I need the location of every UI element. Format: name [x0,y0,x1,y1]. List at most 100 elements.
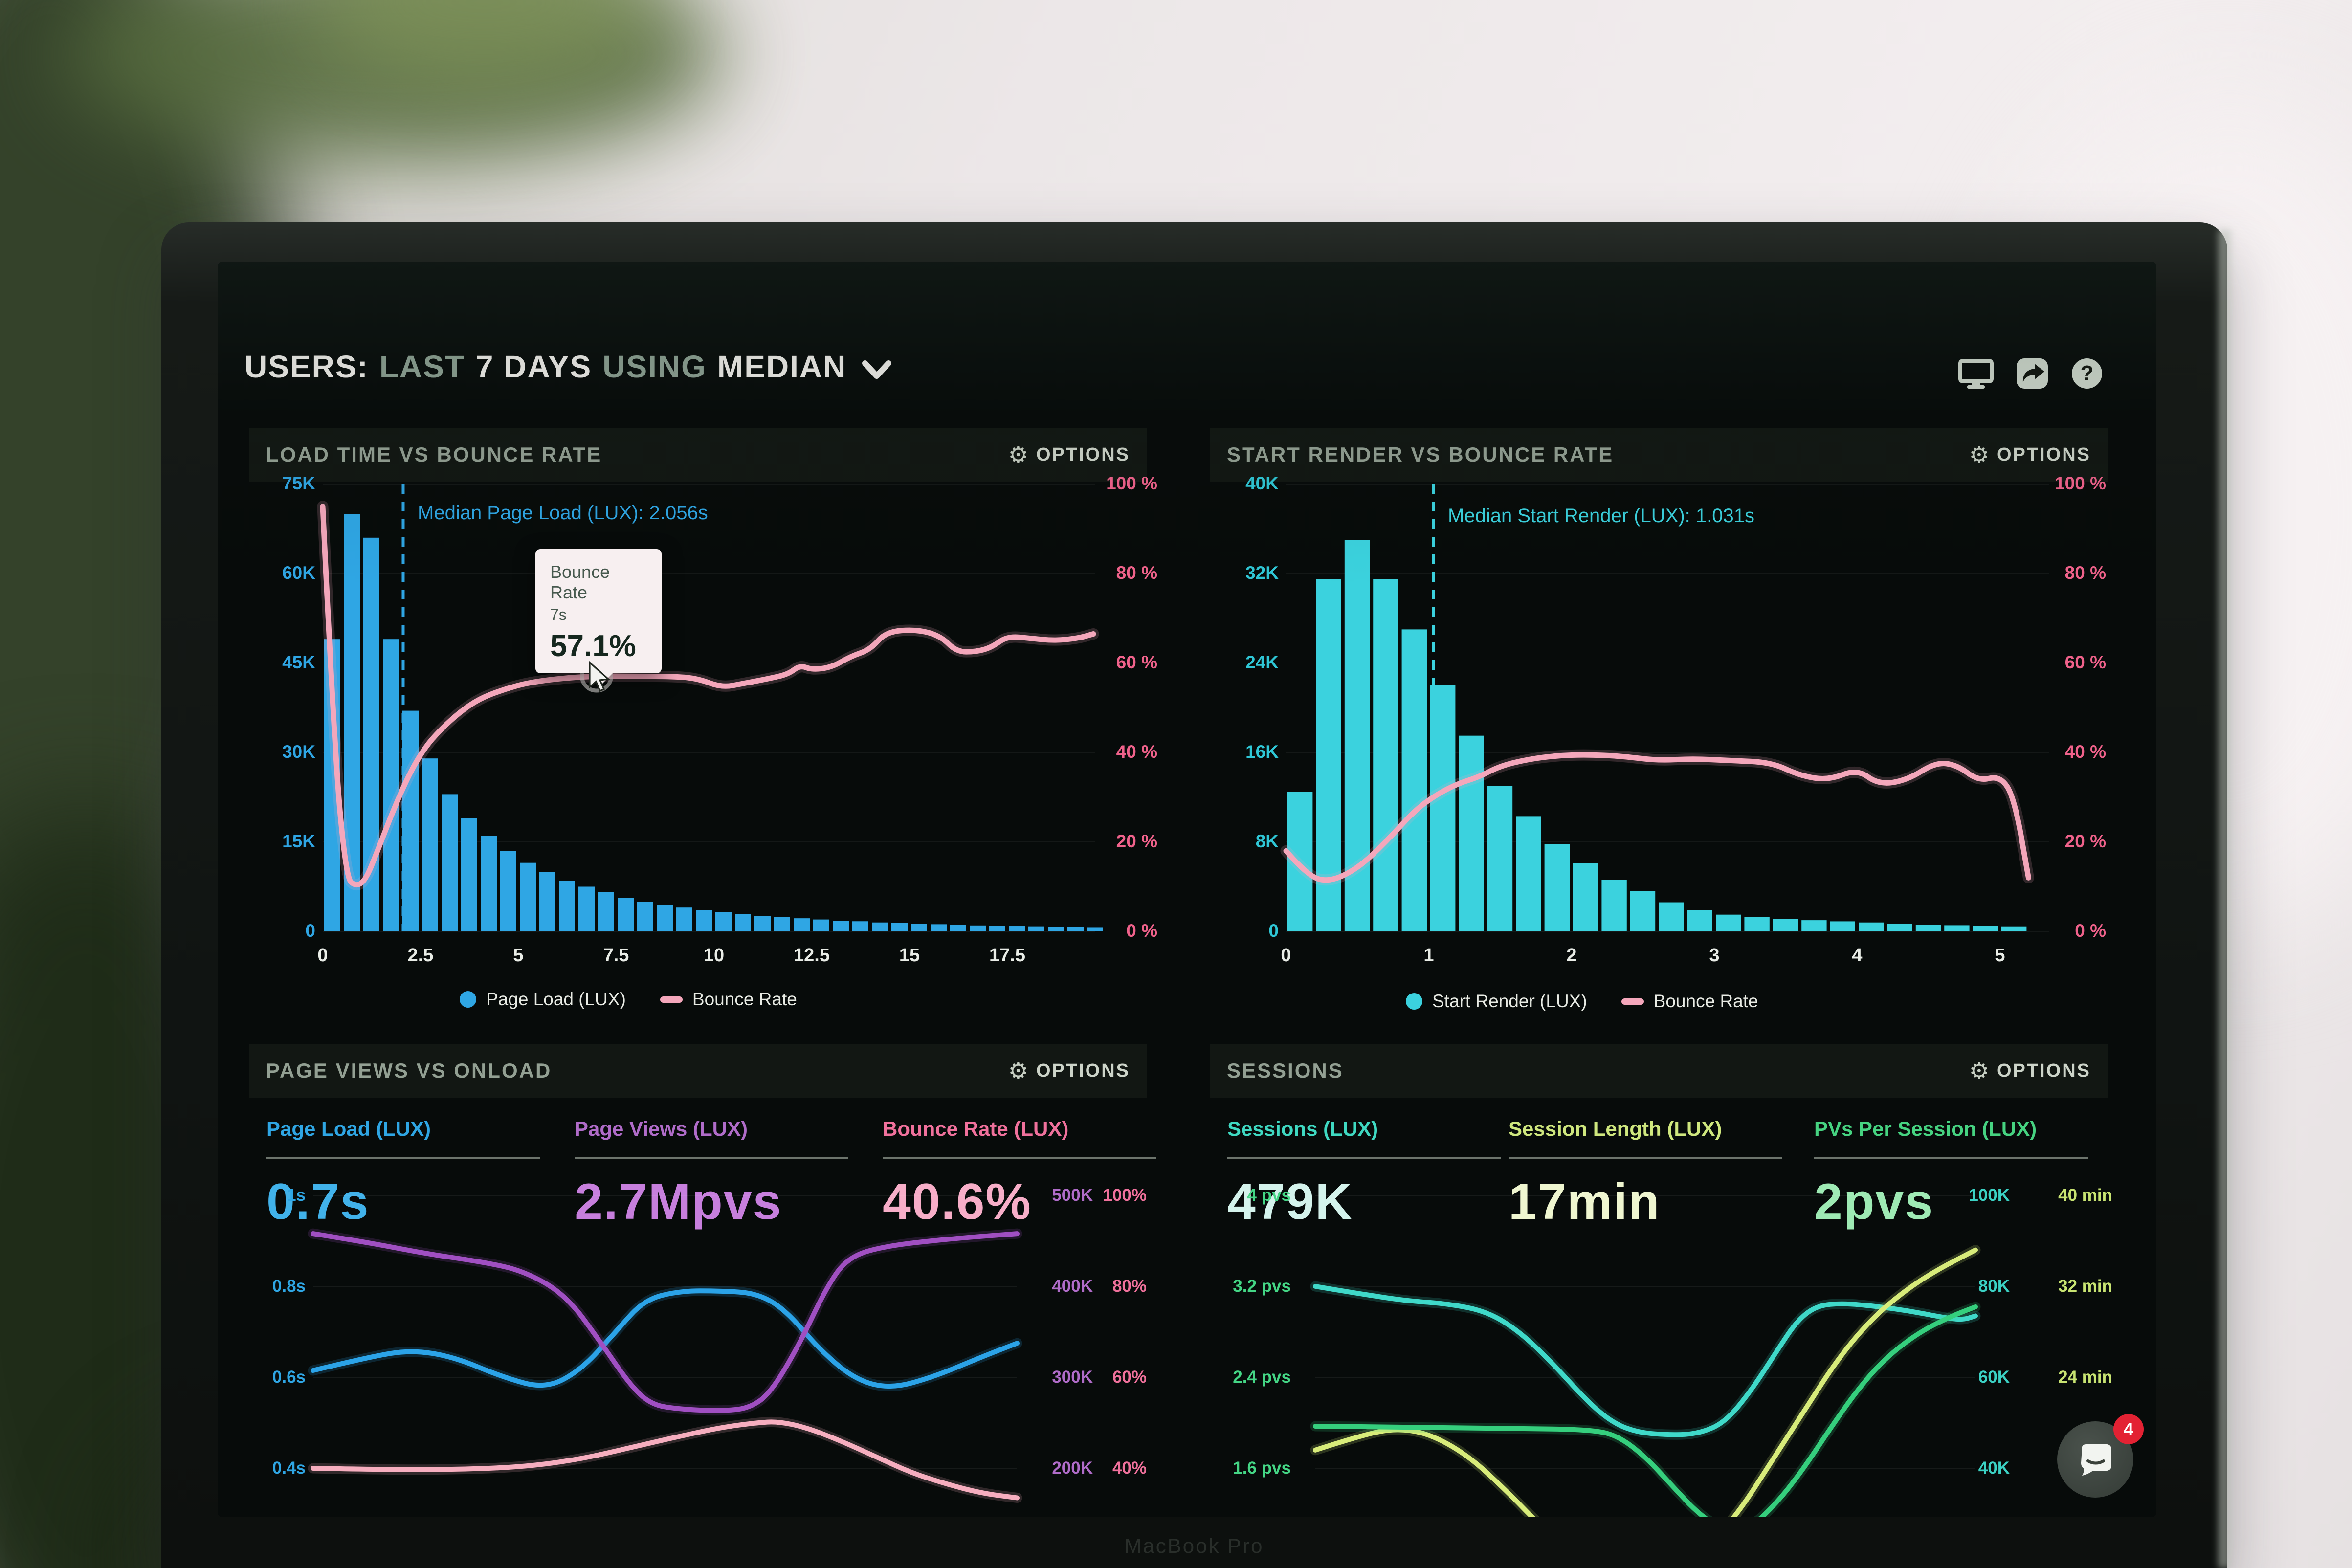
title-segment: USING [602,349,707,384]
line-chart [308,1195,1022,1503]
panel-title: START RENDER VS BOUNCE RATE [1227,443,1614,466]
y-axis-tick-label: 200K [1052,1458,1093,1478]
gear-icon: ⚙ [1969,1058,1989,1083]
histogram-bar [559,881,575,931]
y-axis-tick-label: 3.2 pvs [1233,1277,1291,1296]
histogram-bar [1716,914,1741,931]
legend-label: Page Load (LUX) [486,989,626,1009]
title-segment: USERS: [244,349,369,384]
panel-title: SESSIONS [1227,1059,1344,1082]
histogram-bar [813,919,829,931]
line-chart [1310,1195,1981,1517]
y-axis-tick-label: 24K [1245,652,1279,672]
histogram-bar [696,910,712,931]
histogram-bar [539,872,555,931]
options-button[interactable]: ⚙ OPTIONS [1008,1058,1130,1083]
histogram-chart [317,484,1103,932]
chart-tooltip: Bounce Rate 7s 57.1% [535,549,662,685]
histogram-bar [833,921,849,931]
histogram-bar [1630,891,1656,931]
histogram-bar [1859,922,1884,931]
y-axis-tick-label: 1.6 pvs [1233,1458,1291,1478]
legend-swatch [460,991,476,1008]
histogram-bar [422,758,438,931]
legend-item[interactable]: Bounce Rate [660,989,797,1010]
y-axis-tick-label: 0.4s [272,1458,306,1478]
histogram-bar [1516,816,1541,931]
title-segment: LAST [379,349,465,384]
options-button[interactable]: ⚙ OPTIONS [1008,442,1130,467]
legend-item[interactable]: Start Render (LUX) [1406,991,1587,1012]
histogram-bar [1573,863,1598,931]
histogram-bar [2001,926,2027,931]
y-axis-tick-label: 40 % [1116,742,1157,762]
x-axis-tick-label: 0 [317,945,328,966]
title-segment: 7 DAYS [475,349,592,384]
y-axis-tick-label: 0 [305,921,315,941]
histogram-bar [1316,579,1341,931]
legend-item[interactable]: Page Load (LUX) [460,989,626,1010]
histogram-bar [461,818,477,931]
legend-label: Bounce Rate [1653,991,1758,1011]
panel-title: PAGE VIEWS VS ONLOAD [266,1059,552,1082]
y-axis-tick-label: 45K [282,652,315,672]
y-axis-tick-label: 60% [1112,1368,1147,1387]
options-button[interactable]: ⚙ OPTIONS [1969,1058,2091,1083]
histogram-bar [520,862,536,931]
histogram-bar [442,794,458,931]
y-axis-tick-label: 400K [1052,1277,1093,1296]
y-axis-tick-label: 60 % [1116,652,1157,672]
svg-text:?: ? [2081,361,2094,385]
y-axis-tick-label: 300K [1052,1368,1093,1387]
y-axis-tick-label: 0 % [1126,921,1157,941]
y-axis-tick-label: 100 % [2055,473,2106,493]
histogram-bar [1801,920,1827,931]
y-axis-tick-label: 30K [282,742,315,762]
histogram-bar [774,917,790,931]
panel-header: SESSIONS ⚙ OPTIONS [1210,1044,2108,1098]
histogram-bar [754,916,771,931]
gear-icon: ⚙ [1008,442,1028,467]
histogram-bar [1401,629,1427,931]
y-axis-tick-label: 0 % [2075,921,2106,941]
display-icon[interactable] [1958,358,1994,392]
x-axis-tick-label: 5 [1995,945,2005,966]
date-range-dropdown[interactable]: USERS: LAST 7 DAYS USING MEDIAN [244,349,892,385]
histogram-bar [1048,927,1064,931]
options-button[interactable]: ⚙ OPTIONS [1969,442,2091,467]
histogram-bar [1773,919,1798,931]
histogram-bar [500,851,516,931]
histogram-bar [598,892,614,931]
y-axis-tick-label: 60K [1978,1368,2010,1387]
histogram-bar [911,924,927,931]
y-axis-tick-label: 80K [1978,1277,2010,1296]
histogram-bar [1973,926,1998,931]
notification-badge: 4 [2113,1414,2144,1444]
y-axis-tick-label: 32 min [2058,1277,2112,1296]
y-axis-tick-label: 100K [1969,1186,2010,1205]
dashboard-screen: USERS: LAST 7 DAYS USING MEDIAN [218,262,2156,1517]
x-axis-tick-label: 7.5 [603,945,629,966]
metric-underline [1227,1157,1501,1159]
legend-item[interactable]: Bounce Rate [1621,991,1758,1012]
share-icon[interactable] [2016,358,2048,392]
chart-legend: Page Load (LUX) Bounce Rate [460,989,797,1010]
chart-legend: Start Render (LUX) Bounce Rate [1406,991,1758,1012]
histogram-bar [931,924,947,931]
y-axis-tick-label: 1s [287,1186,306,1205]
y-axis-tick-label: 8K [1255,831,1279,851]
histogram-bar [1915,925,1941,931]
mouse-cursor-icon [589,661,610,692]
help-icon[interactable]: ? [2071,357,2103,392]
legend-swatch [1621,998,1644,1005]
histogram-bar [1601,880,1627,931]
histogram-bar [735,914,751,931]
y-axis-tick-label: 16K [1245,742,1279,762]
histogram-bar [1944,925,1970,931]
histogram-bar [872,922,888,931]
y-axis-tick-label: 32K [1245,563,1279,583]
y-axis-tick-label: 500K [1052,1186,1093,1205]
x-axis-tick-label: 2.5 [407,945,434,966]
histogram-bar [676,907,692,931]
chevron-down-icon[interactable] [862,359,892,381]
